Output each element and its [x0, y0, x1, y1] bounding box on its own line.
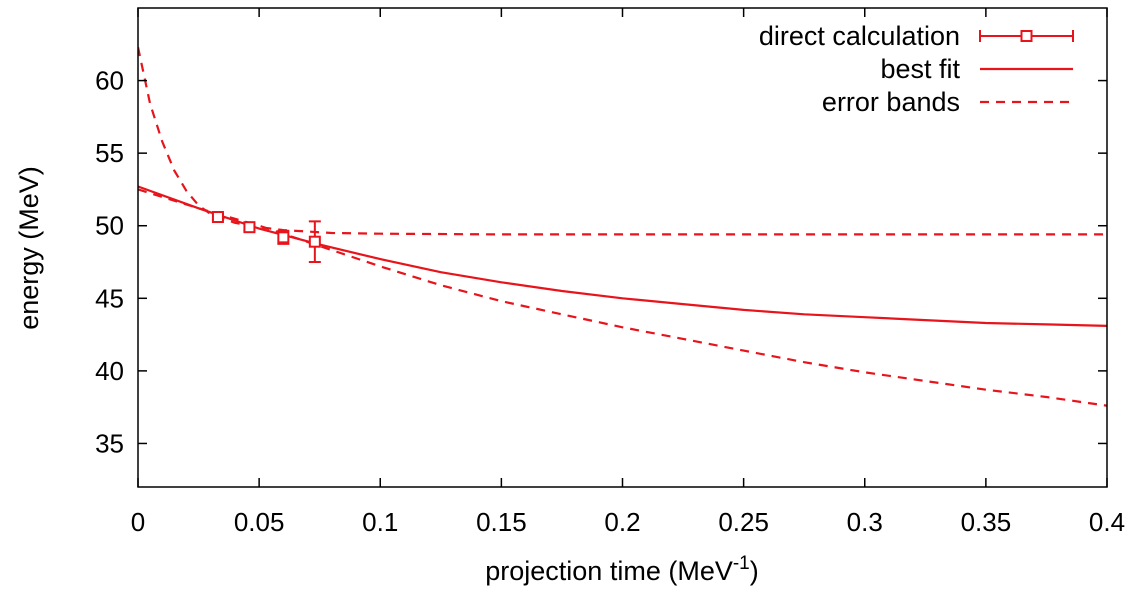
x-tick-label: 0.15 [476, 507, 527, 537]
legend-label-error-bands: error bands [822, 87, 960, 117]
x-tick-label: 0.05 [234, 507, 285, 537]
x-tick-label: 0.35 [961, 507, 1012, 537]
legend-swatch-marker [1020, 30, 1033, 42]
legend: direct calculation best fit error bands [759, 21, 1074, 117]
x-tick-label: 0.1 [362, 507, 398, 537]
legend-label-direct-calculation: direct calculation [759, 21, 960, 51]
x-axis-label-suffix: ) [750, 556, 759, 586]
x-tick-label: 0.4 [1089, 507, 1125, 537]
plot-content [138, 46, 1107, 407]
x-axis-label-superscript: -1 [733, 553, 750, 574]
plot-frame [137, 7, 1108, 488]
x-axis-label-main: projection time (MeV [485, 556, 733, 586]
x-tick-label: 0 [131, 507, 145, 537]
y-axis-label: energy (MeV) [14, 166, 44, 330]
y-tick-label: 40 [95, 356, 124, 386]
series-line-best-fit [138, 185, 1107, 327]
y-tick-label: 60 [95, 66, 124, 96]
data-point [277, 231, 290, 244]
data-point [211, 211, 224, 224]
data-point [243, 221, 256, 234]
y-tick-label: 35 [95, 428, 124, 458]
axis-ticks: 0 0.05 0.1 0.15 0.2 0.25 0.3 0.35 0.4 35 40 45 50 55 6… [95, 8, 1125, 537]
series-line-error-band [138, 188, 1107, 407]
x-tick-label: 0.25 [718, 507, 769, 537]
x-tick-label: 0.2 [604, 507, 640, 537]
y-tick-label: 45 [95, 283, 124, 313]
y-tick-label: 50 [95, 211, 124, 241]
x-tick-label: 0.3 [847, 507, 883, 537]
x-axis-label: projection time (MeV-1) [485, 553, 759, 586]
legend-label-best-fit: best fit [880, 54, 960, 84]
series-line-error-band [138, 46, 1107, 236]
y-tick-label: 55 [95, 138, 124, 168]
data-point [308, 235, 321, 248]
